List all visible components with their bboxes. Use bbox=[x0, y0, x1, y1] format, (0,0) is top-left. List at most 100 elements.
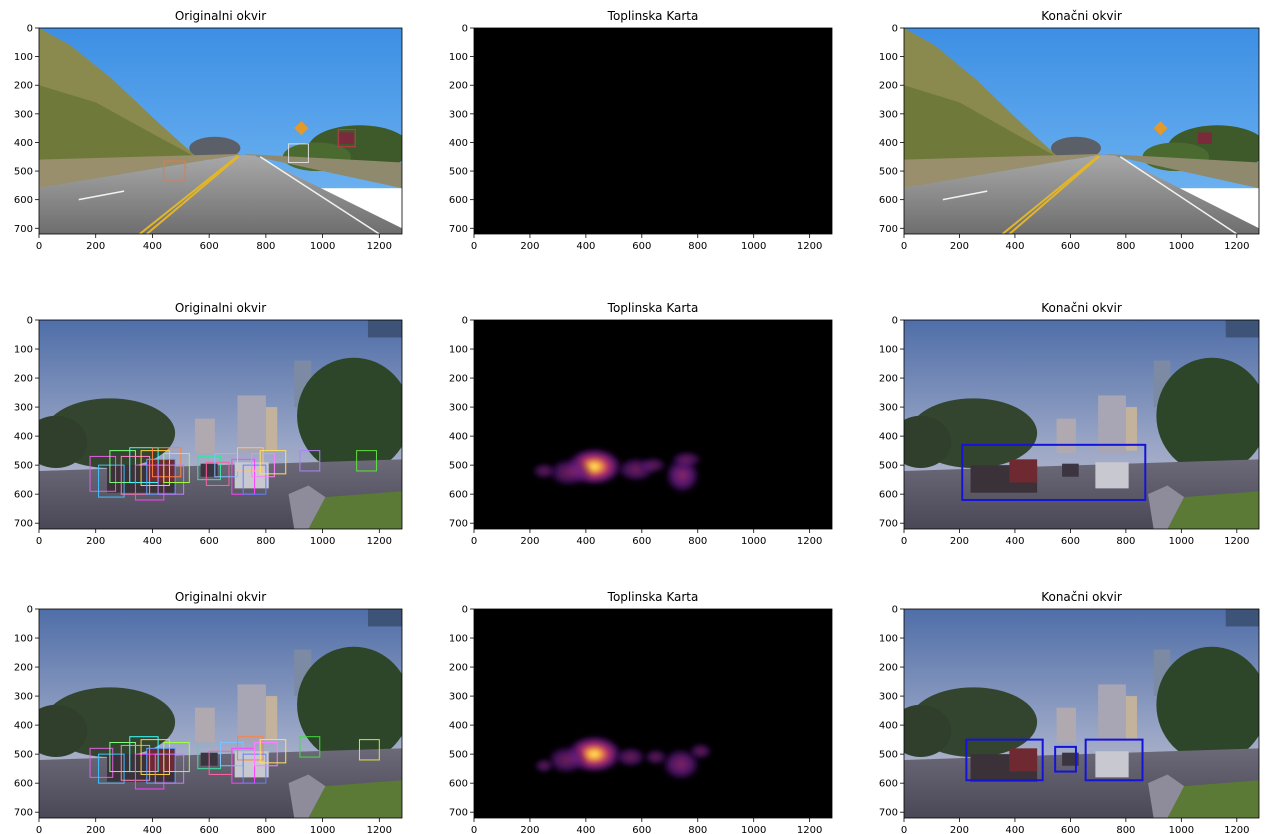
y-tick-label: 100 bbox=[879, 634, 898, 645]
panel-original-row1: Originalni okvir 0 200 400 600 800 1000 1200 0 10… bbox=[14, 9, 403, 252]
panel-title: Originalni okvir bbox=[175, 590, 266, 604]
y-tick-label: 400 bbox=[449, 138, 468, 149]
x-tick-label: 400 bbox=[1005, 825, 1024, 834]
car bbox=[1062, 463, 1079, 477]
heat-blob bbox=[643, 748, 669, 766]
x-tick-label: 600 bbox=[1061, 536, 1080, 547]
speed-sign bbox=[1197, 132, 1212, 144]
y-tick-label: 700 bbox=[449, 808, 468, 819]
panel-title: Konačni okvir bbox=[1041, 590, 1122, 604]
x-tick-label: 200 bbox=[520, 241, 539, 252]
axes-frame bbox=[903, 319, 1260, 530]
x-tick-label: 800 bbox=[1116, 825, 1135, 834]
car bbox=[1062, 752, 1079, 766]
detection-box bbox=[163, 160, 186, 182]
lane-dash bbox=[942, 190, 988, 201]
trees bbox=[39, 704, 88, 758]
building bbox=[237, 395, 266, 454]
building bbox=[1056, 707, 1076, 743]
pickup-truck-cab bbox=[1009, 748, 1038, 772]
x-tick-label: 1000 bbox=[310, 825, 335, 834]
pickup-truck-cab bbox=[146, 748, 176, 772]
y-tick-label: 500 bbox=[879, 750, 898, 761]
y-tick-label: 100 bbox=[14, 345, 33, 356]
grass bbox=[308, 491, 402, 529]
curb bbox=[288, 774, 326, 818]
x-tick-label: 400 bbox=[143, 825, 162, 834]
center-line bbox=[139, 155, 239, 234]
x-tick-label: 0 bbox=[36, 825, 42, 834]
panel-title: Konačni okvir bbox=[1041, 9, 1122, 23]
x-tick-label: 600 bbox=[1061, 241, 1080, 252]
building bbox=[1056, 418, 1076, 454]
x-tick-label: 600 bbox=[632, 825, 651, 834]
x-tick-label: 400 bbox=[576, 536, 595, 547]
detection-box bbox=[197, 455, 221, 481]
y-tick-label: 400 bbox=[14, 138, 33, 149]
trees bbox=[904, 704, 952, 758]
y-tick-label: 600 bbox=[14, 195, 33, 206]
panel-title: Toplinska Karta bbox=[607, 301, 699, 315]
detection-box bbox=[205, 461, 230, 486]
detection-box bbox=[259, 739, 287, 764]
lane-dash bbox=[78, 190, 125, 201]
axes-frame bbox=[473, 319, 833, 530]
y-tick-label: 400 bbox=[449, 432, 468, 443]
detection-box bbox=[154, 753, 185, 784]
y-tick-label: 100 bbox=[449, 52, 468, 63]
y-tick-label: 100 bbox=[879, 345, 898, 356]
trees bbox=[1156, 357, 1259, 474]
x-tick-label: 400 bbox=[576, 825, 595, 834]
curb bbox=[288, 485, 326, 529]
x-tick-label: 200 bbox=[86, 241, 105, 252]
y-tick-label: 700 bbox=[14, 808, 33, 819]
y-tick-label: 600 bbox=[879, 490, 898, 501]
panel-heatmap-row2: Toplinska Karta 0 200 400 600 800 1000 1200 0 100… bbox=[449, 301, 833, 547]
x-tick-label: 600 bbox=[200, 241, 219, 252]
detection-box bbox=[1084, 738, 1144, 782]
panel-final-row3: Konačni okvir 0 200 400 600 800 1000 1200 0 100 20… bbox=[879, 590, 1260, 834]
trees bbox=[39, 415, 88, 469]
y-tick-label: 300 bbox=[14, 403, 33, 414]
axes-frame bbox=[473, 608, 833, 819]
warning-sign bbox=[1153, 120, 1168, 136]
x-tick-label: 200 bbox=[950, 536, 969, 547]
distant-rock bbox=[189, 136, 241, 160]
x-tick-label: 200 bbox=[950, 825, 969, 834]
x-tick-label: 1200 bbox=[1224, 825, 1249, 834]
panel-original-row3: Originalni okvir 0 200 400 600 800 1000 1200 0 10… bbox=[14, 590, 403, 834]
heat-blob bbox=[687, 742, 714, 760]
grass bbox=[308, 780, 402, 818]
x-tick-label: 1200 bbox=[367, 241, 392, 252]
trees bbox=[904, 415, 952, 469]
x-tick-label: 0 bbox=[471, 241, 477, 252]
road bbox=[39, 155, 402, 234]
x-tick-label: 0 bbox=[471, 825, 477, 834]
panel-heatmap-row1: Toplinska Karta 0 200 400 600 800 1000 1200 0 100… bbox=[449, 9, 833, 252]
building bbox=[265, 407, 278, 451]
panel-title: Toplinska Karta bbox=[607, 9, 699, 23]
hillside-shadow bbox=[39, 85, 198, 169]
road bbox=[904, 155, 1259, 234]
y-tick-label: 700 bbox=[879, 224, 898, 235]
panel-final-row2: Konačni okvir 0 200 400 600 800 1000 1200 0 100 20… bbox=[879, 301, 1260, 547]
y-tick-label: 200 bbox=[879, 81, 898, 92]
y-tick-label: 100 bbox=[879, 52, 898, 63]
heat-blob bbox=[531, 462, 557, 480]
y-tick-label: 400 bbox=[879, 721, 898, 732]
y-tick-label: 600 bbox=[449, 195, 468, 206]
x-tick-label: 800 bbox=[256, 241, 275, 252]
detection-box bbox=[98, 464, 125, 498]
x-tick-label: 800 bbox=[1116, 536, 1135, 547]
curb bbox=[1148, 774, 1185, 818]
x-tick-label: 0 bbox=[36, 536, 42, 547]
x-tick-label: 400 bbox=[576, 241, 595, 252]
x-tick-label: 200 bbox=[520, 536, 539, 547]
detection-box bbox=[237, 736, 264, 761]
y-tick-label: 500 bbox=[879, 167, 898, 178]
x-tick-label: 600 bbox=[632, 241, 651, 252]
y-tick-label: 200 bbox=[449, 663, 468, 674]
y-tick-label: 200 bbox=[879, 663, 898, 674]
y-tick-label: 700 bbox=[449, 519, 468, 530]
detection-box bbox=[242, 464, 267, 495]
